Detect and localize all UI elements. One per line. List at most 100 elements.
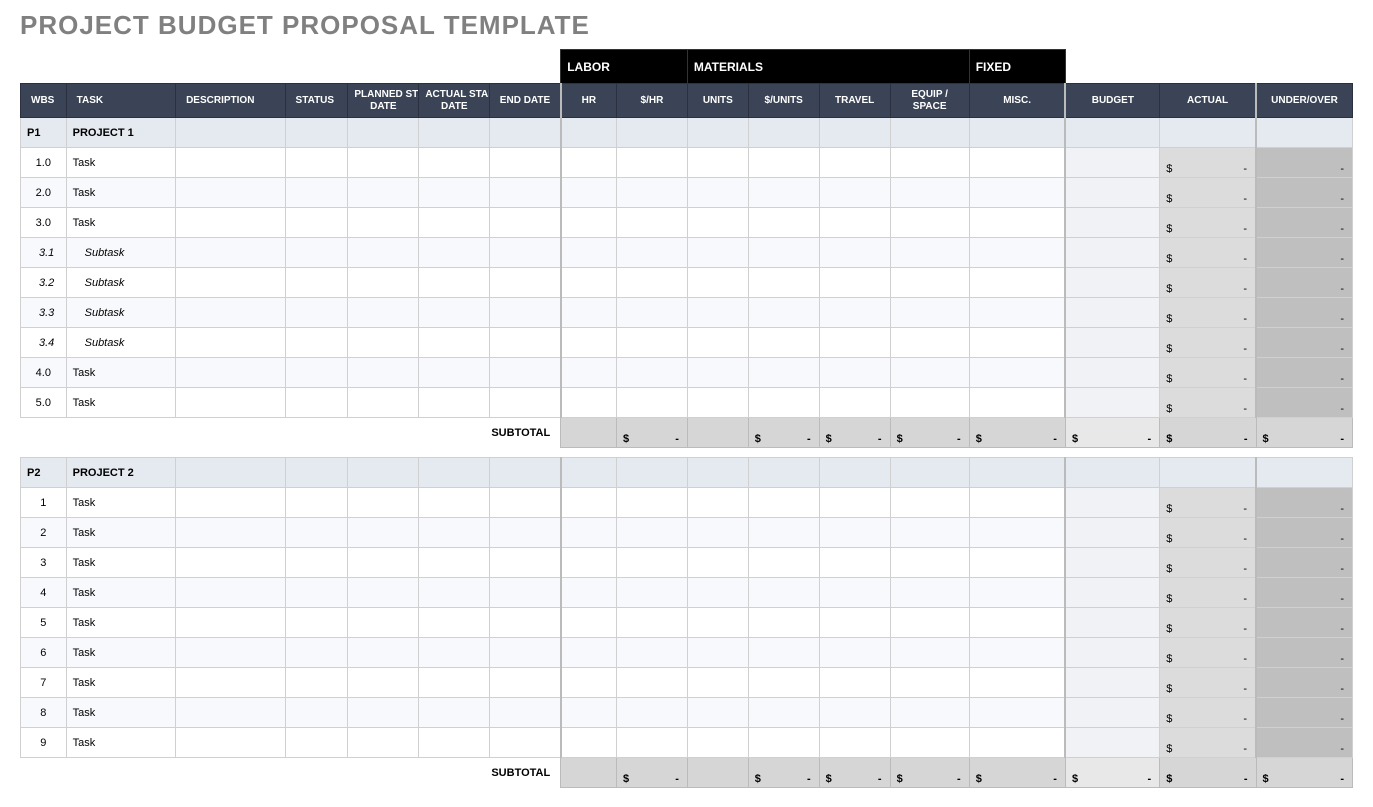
input-cell[interactable]: [348, 638, 419, 668]
input-cell[interactable]: [176, 518, 285, 548]
input-cell[interactable]: [176, 488, 285, 518]
input-cell[interactable]: [969, 578, 1065, 608]
input-cell[interactable]: [969, 328, 1065, 358]
input-cell[interactable]: [176, 298, 285, 328]
wbs-cell[interactable]: 3: [21, 548, 67, 578]
input-cell[interactable]: [419, 488, 490, 518]
task-cell[interactable]: Task: [66, 358, 175, 388]
input-cell[interactable]: [176, 178, 285, 208]
input-cell[interactable]: [819, 728, 890, 758]
input-cell[interactable]: [285, 238, 348, 268]
input-cell[interactable]: [176, 388, 285, 418]
input-cell[interactable]: [687, 548, 748, 578]
input-cell[interactable]: [969, 608, 1065, 638]
input-cell[interactable]: [561, 698, 617, 728]
input-cell[interactable]: [616, 518, 687, 548]
wbs-cell[interactable]: 2.0: [21, 178, 67, 208]
input-cell[interactable]: [890, 298, 969, 328]
input-cell[interactable]: [687, 668, 748, 698]
input-cell[interactable]: [616, 208, 687, 238]
wbs-cell[interactable]: 5.0: [21, 388, 67, 418]
budget-cell[interactable]: [1065, 298, 1159, 328]
input-cell[interactable]: [348, 148, 419, 178]
input-cell[interactable]: [969, 178, 1065, 208]
input-cell[interactable]: [419, 268, 490, 298]
task-cell[interactable]: Subtask: [66, 268, 175, 298]
input-cell[interactable]: [490, 178, 561, 208]
input-cell[interactable]: [616, 668, 687, 698]
input-cell[interactable]: [561, 148, 617, 178]
wbs-cell[interactable]: 3.1: [21, 238, 67, 268]
input-cell[interactable]: [748, 208, 819, 238]
input-cell[interactable]: [176, 268, 285, 298]
input-cell[interactable]: [176, 238, 285, 268]
input-cell[interactable]: [616, 698, 687, 728]
wbs-cell[interactable]: 3.2: [21, 268, 67, 298]
input-cell[interactable]: [748, 358, 819, 388]
input-cell[interactable]: [490, 358, 561, 388]
input-cell[interactable]: [490, 148, 561, 178]
wbs-cell[interactable]: 8: [21, 698, 67, 728]
budget-cell[interactable]: [1065, 668, 1159, 698]
wbs-cell[interactable]: 6: [21, 638, 67, 668]
input-cell[interactable]: [561, 328, 617, 358]
input-cell[interactable]: [348, 518, 419, 548]
input-cell[interactable]: [890, 178, 969, 208]
input-cell[interactable]: [616, 148, 687, 178]
input-cell[interactable]: [969, 488, 1065, 518]
input-cell[interactable]: [890, 358, 969, 388]
input-cell[interactable]: [819, 518, 890, 548]
budget-cell[interactable]: [1065, 388, 1159, 418]
input-cell[interactable]: [419, 388, 490, 418]
input-cell[interactable]: [969, 268, 1065, 298]
input-cell[interactable]: [419, 328, 490, 358]
input-cell[interactable]: [890, 208, 969, 238]
budget-cell[interactable]: [1065, 608, 1159, 638]
input-cell[interactable]: [748, 548, 819, 578]
input-cell[interactable]: [616, 488, 687, 518]
task-cell[interactable]: Task: [66, 578, 175, 608]
input-cell[interactable]: [561, 578, 617, 608]
input-cell[interactable]: [819, 148, 890, 178]
input-cell[interactable]: [819, 638, 890, 668]
input-cell[interactable]: [490, 238, 561, 268]
input-cell[interactable]: [969, 358, 1065, 388]
input-cell[interactable]: [285, 728, 348, 758]
input-cell[interactable]: [890, 578, 969, 608]
task-cell[interactable]: Task: [66, 608, 175, 638]
input-cell[interactable]: [616, 268, 687, 298]
input-cell[interactable]: [890, 388, 969, 418]
input-cell[interactable]: [176, 548, 285, 578]
input-cell[interactable]: [687, 268, 748, 298]
input-cell[interactable]: [490, 548, 561, 578]
task-cell[interactable]: Task: [66, 208, 175, 238]
input-cell[interactable]: [561, 238, 617, 268]
input-cell[interactable]: [969, 298, 1065, 328]
input-cell[interactable]: [285, 668, 348, 698]
input-cell[interactable]: [419, 608, 490, 638]
wbs-cell[interactable]: 2: [21, 518, 67, 548]
input-cell[interactable]: [419, 358, 490, 388]
input-cell[interactable]: [561, 358, 617, 388]
task-cell[interactable]: Subtask: [66, 328, 175, 358]
input-cell[interactable]: [687, 608, 748, 638]
input-cell[interactable]: [490, 488, 561, 518]
input-cell[interactable]: [890, 328, 969, 358]
input-cell[interactable]: [348, 668, 419, 698]
input-cell[interactable]: [687, 388, 748, 418]
input-cell[interactable]: [176, 358, 285, 388]
input-cell[interactable]: [890, 698, 969, 728]
budget-cell[interactable]: [1065, 518, 1159, 548]
input-cell[interactable]: [687, 698, 748, 728]
input-cell[interactable]: [748, 178, 819, 208]
wbs-cell[interactable]: 5: [21, 608, 67, 638]
input-cell[interactable]: [616, 388, 687, 418]
budget-cell[interactable]: [1065, 148, 1159, 178]
input-cell[interactable]: [819, 298, 890, 328]
task-cell[interactable]: Task: [66, 728, 175, 758]
input-cell[interactable]: [285, 358, 348, 388]
input-cell[interactable]: [890, 608, 969, 638]
input-cell[interactable]: [348, 208, 419, 238]
input-cell[interactable]: [419, 728, 490, 758]
input-cell[interactable]: [616, 728, 687, 758]
